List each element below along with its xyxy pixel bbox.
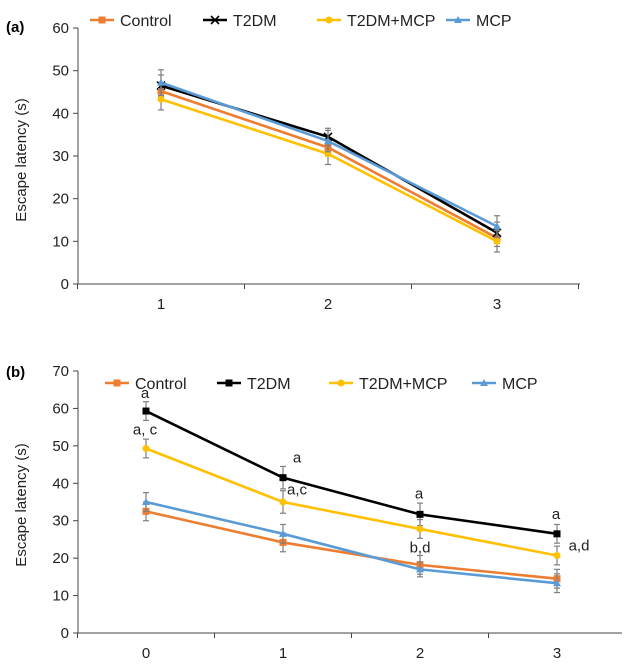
panel-a-y-tick-label: 30: [52, 148, 69, 165]
panel-a-y-axis-title: Escape latency (s): [13, 98, 30, 221]
panel-b-series-mcp-line: [145, 500, 558, 585]
panel-b-y-tick-label: 60: [52, 400, 69, 417]
panel-a-series-t2dm-mcp-legend-marker: [325, 16, 333, 24]
panel-b-series-t2dm-mcp-line: [145, 447, 558, 557]
panel-a-x-tick-label: 3: [493, 296, 501, 313]
panel-b-series-t2dm-legend-marker: [225, 379, 233, 387]
panel-b-y-tick-label: 40: [52, 475, 69, 492]
panel-b-series-control-legend-marker: [113, 379, 121, 387]
panel-a-x-tick-label: 2: [324, 296, 332, 313]
panel-b-series-mcp-legend-marker: [480, 379, 488, 386]
panel-a-series-mcp-point: [157, 78, 165, 86]
panel-b-series-mcp-point: [142, 498, 150, 505]
panel-a-series-t2dm-mcp-line: [160, 98, 498, 243]
panel-b-series-t2dm-point: [279, 474, 287, 482]
panel-b-legend: Control T2DM T2DM+MCP MCP: [105, 376, 538, 393]
panel-b-series-mcp-point: [279, 529, 287, 537]
panel-b-series-mcp-point: [416, 565, 424, 573]
panel-b-series-mcp-point: [553, 579, 561, 587]
panel-a-x-tick-label: 1: [157, 296, 165, 313]
panel-b-series-t2dm-mcp-point: [279, 498, 287, 506]
panel-a-legend: Control T2DM T2DM+MCP MCP: [90, 13, 512, 30]
panel-b-series-t2dm-mcp-point: [142, 444, 150, 452]
panel-b-y-tick-label: 30: [52, 513, 69, 530]
panel-a-y-tick-label: 20: [52, 191, 69, 208]
panel-a-series-t2dm-legend-label: T2DM: [233, 13, 277, 30]
panel-b-series-t2dm-mcp-legend-label: T2DM+MCP: [359, 376, 447, 393]
panel-b-y-tick-label: 50: [52, 438, 69, 455]
panel-a-series-mcp-point: [493, 222, 501, 230]
panel-b-series-mcp-legend-label: MCP: [502, 376, 538, 393]
panel-b-label: (b): [6, 364, 25, 381]
panel-b-y-tick-label: 10: [52, 588, 69, 605]
panel-b-series-t2dm-point: [142, 407, 150, 415]
panel-a-series-control-legend-label: Control: [120, 13, 172, 30]
panel-a-y-tick-label: 50: [52, 63, 69, 80]
panel-a-y-tick-label: 60: [52, 20, 69, 37]
panel-b-x-tick-label: 1: [279, 645, 287, 662]
panel-b-y-tick-label: 70: [52, 363, 69, 380]
panel-b-x-tick-label: 0: [142, 645, 150, 662]
panel-b-series-t2dm-mcp-point: [416, 525, 424, 533]
panel-a-label: (a): [6, 19, 24, 36]
panel-a-series-t2dm-mcp-legend-label: T2DM+MCP: [347, 13, 435, 30]
chart-panel-b: (b) Escape latency (s) 0 10 20 30 40 50 60 70 0 1…: [6, 363, 622, 662]
panel-b-series-t2dm-line: [145, 409, 558, 536]
panel-a-series-t2dm-legend-marker-stroke-2: [210, 15, 220, 25]
panel-b-y-axis-title: Escape latency (s): [13, 443, 30, 566]
panel-a-series-mcp-point: [324, 137, 332, 145]
panel-b-series-t2dm-point: [416, 510, 424, 518]
panel-a-y-tick-label: 40: [52, 105, 69, 122]
panel-b-annotation: b,d: [410, 540, 431, 557]
panel-b-series-t2dm-mcp-legend-marker: [337, 379, 345, 387]
panel-b-x-tick-label: 3: [553, 645, 561, 662]
panel-a-series-t2dm-mcp-point: [493, 237, 501, 245]
panel-b-series-control-line: [145, 510, 558, 581]
panel-b-series-t2dm-point: [553, 530, 561, 538]
panel-a-series-control-legend-marker: [98, 16, 106, 24]
panel-b-series-t2dm-mcp-point: [553, 552, 561, 560]
panel-b-annotation: a: [141, 385, 150, 402]
panel-b-annotation: a: [293, 450, 302, 467]
panel-a-y-tick-label: 0: [61, 276, 69, 293]
panel-a-y-tick-label: 10: [52, 233, 69, 250]
panel-b-x-tick-label: 2: [416, 645, 424, 662]
panel-b-series-t2dm-legend-label: T2DM: [247, 376, 291, 393]
panel-b-series-control-legend-label: Control: [135, 376, 187, 393]
panel-b-annotation: a: [415, 485, 424, 502]
panel-a-series-mcp-legend-marker: [454, 16, 462, 23]
panel-b-annotation: a, c: [133, 422, 158, 439]
panel-b-y-tick-label: 0: [61, 625, 69, 642]
panel-a-series-t2dm-mcp-point: [157, 95, 165, 103]
panel-b-annotation: a,d: [569, 538, 590, 555]
panel-a-series-t2dm-legend-marker: [210, 15, 220, 25]
panel-b-annotation: a: [552, 506, 561, 523]
panel-a-series-mcp-legend-label: MCP: [476, 13, 512, 30]
panel-b-y-tick-label: 20: [52, 550, 69, 567]
panel-b-annotation: a,c: [287, 482, 308, 499]
